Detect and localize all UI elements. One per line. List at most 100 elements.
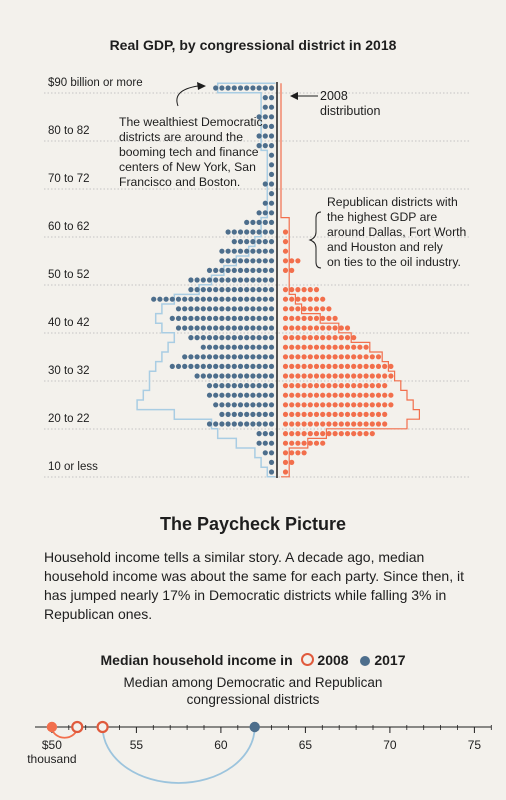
rep-dot bbox=[289, 306, 295, 312]
dem-dot bbox=[175, 325, 182, 331]
dem-dot bbox=[231, 383, 237, 389]
rep-dot bbox=[326, 363, 332, 369]
rep-dot bbox=[282, 287, 289, 293]
dem-dot bbox=[237, 402, 244, 408]
tick-label: 50 to 52 bbox=[48, 269, 90, 281]
rep-dot bbox=[382, 392, 388, 398]
dem-dot bbox=[237, 267, 244, 273]
dem-dot bbox=[225, 325, 231, 331]
dem-dot bbox=[268, 162, 275, 168]
dem-dot bbox=[268, 306, 275, 312]
rep-dot bbox=[289, 287, 295, 293]
dem-dot bbox=[237, 287, 244, 293]
dem-dot bbox=[231, 315, 237, 321]
rep-dot bbox=[351, 402, 357, 408]
dem-dot bbox=[200, 325, 206, 331]
rep-dot bbox=[357, 354, 363, 360]
dem-dot bbox=[213, 267, 219, 273]
dem-dot bbox=[188, 335, 194, 341]
dem-dot bbox=[206, 315, 213, 321]
dem-dot bbox=[213, 325, 219, 331]
gdp-dots bbox=[151, 85, 394, 475]
dem-dot bbox=[250, 373, 256, 379]
rep-dot bbox=[351, 354, 357, 360]
dem-dot bbox=[268, 383, 275, 389]
dem-dot bbox=[262, 354, 268, 360]
rep-dot bbox=[282, 335, 289, 341]
dem-dot bbox=[250, 296, 256, 302]
dem-dot bbox=[256, 85, 262, 91]
rep-dot bbox=[363, 411, 369, 417]
dem-dot bbox=[244, 219, 250, 225]
dem-dot bbox=[200, 373, 206, 379]
legend-2008: 2008 distribution bbox=[290, 89, 380, 118]
rep-annotation: Republican districts with the highest GD… bbox=[308, 195, 466, 269]
rep-dot bbox=[388, 402, 394, 408]
rep-dot bbox=[344, 421, 351, 427]
dem-dot bbox=[244, 421, 250, 427]
dem-dot bbox=[231, 306, 237, 312]
dem-dot bbox=[213, 383, 219, 389]
dem-dot bbox=[219, 306, 225, 312]
dem-dot bbox=[206, 344, 213, 350]
dem-dot bbox=[206, 287, 213, 293]
rep-dot bbox=[289, 354, 295, 360]
dem-dot bbox=[206, 335, 213, 341]
dem-dot bbox=[219, 402, 225, 408]
dem-dot bbox=[268, 440, 275, 446]
rep-dot bbox=[326, 402, 332, 408]
rep-dot bbox=[344, 325, 351, 331]
dem-dot bbox=[237, 277, 244, 283]
dem-dot bbox=[268, 450, 275, 456]
rep-dot bbox=[282, 411, 289, 417]
rep-dot bbox=[301, 431, 307, 437]
rep-dot bbox=[375, 383, 382, 389]
rep-dot bbox=[289, 450, 295, 456]
dem-dot bbox=[182, 354, 188, 360]
dem-dot bbox=[231, 335, 237, 341]
dem-dot bbox=[256, 229, 262, 235]
dem-dot bbox=[219, 267, 225, 273]
dem-dot bbox=[262, 335, 268, 341]
rep-dot bbox=[313, 411, 320, 417]
rep-dot bbox=[326, 373, 332, 379]
dem-dot bbox=[219, 373, 225, 379]
dem-dot bbox=[262, 431, 268, 437]
rep-dot bbox=[282, 469, 289, 475]
rep-dot bbox=[357, 383, 363, 389]
dem-dot bbox=[169, 296, 175, 302]
dem-dot bbox=[225, 85, 231, 91]
dem-dot bbox=[237, 411, 244, 417]
dem-dot bbox=[262, 123, 268, 129]
rep-dot bbox=[326, 354, 332, 360]
rep-dot bbox=[338, 421, 344, 427]
income-tick-label: 55 bbox=[130, 738, 144, 752]
rep-dot bbox=[375, 373, 382, 379]
dem-dot bbox=[268, 459, 275, 465]
rep-dot bbox=[307, 325, 313, 331]
rep-dot bbox=[382, 411, 388, 417]
dem-dot bbox=[225, 363, 231, 369]
rep-dot bbox=[295, 315, 301, 321]
dem-dot bbox=[206, 306, 213, 312]
rep-dot bbox=[344, 354, 351, 360]
dem-dot bbox=[194, 315, 200, 321]
dem-dot bbox=[194, 277, 200, 283]
rep-dot bbox=[295, 335, 301, 341]
rep-dot bbox=[326, 431, 332, 437]
dem-dot bbox=[213, 363, 219, 369]
dem-dot bbox=[244, 287, 250, 293]
dem-dot bbox=[225, 344, 231, 350]
rep-dot bbox=[363, 421, 369, 427]
dem-dot bbox=[250, 315, 256, 321]
rep-dot bbox=[338, 335, 344, 341]
dem-dot bbox=[231, 354, 237, 360]
dem-dot bbox=[194, 306, 200, 312]
dem-dot bbox=[256, 335, 262, 341]
dem-dot bbox=[206, 392, 213, 398]
dem-dot bbox=[188, 306, 194, 312]
rep-dot bbox=[307, 373, 313, 379]
dem-dot bbox=[237, 344, 244, 350]
rep-dot bbox=[313, 344, 320, 350]
rep-dot bbox=[320, 402, 326, 408]
